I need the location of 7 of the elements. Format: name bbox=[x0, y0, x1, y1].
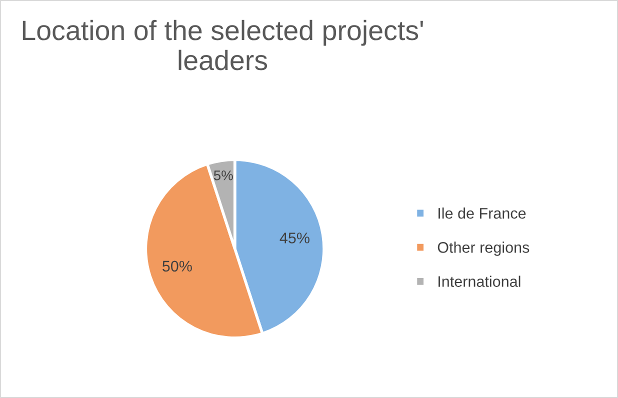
data-label: 45% bbox=[280, 232, 310, 244]
data-label: 5% bbox=[214, 170, 233, 180]
legend-label: International bbox=[438, 276, 520, 287]
legend-label: Ile de France bbox=[438, 208, 526, 219]
chart-title: Location of the selected projects' leaders bbox=[22, 20, 423, 70]
data-label: 50% bbox=[162, 260, 192, 272]
legend-label: Other regions bbox=[438, 242, 530, 256]
